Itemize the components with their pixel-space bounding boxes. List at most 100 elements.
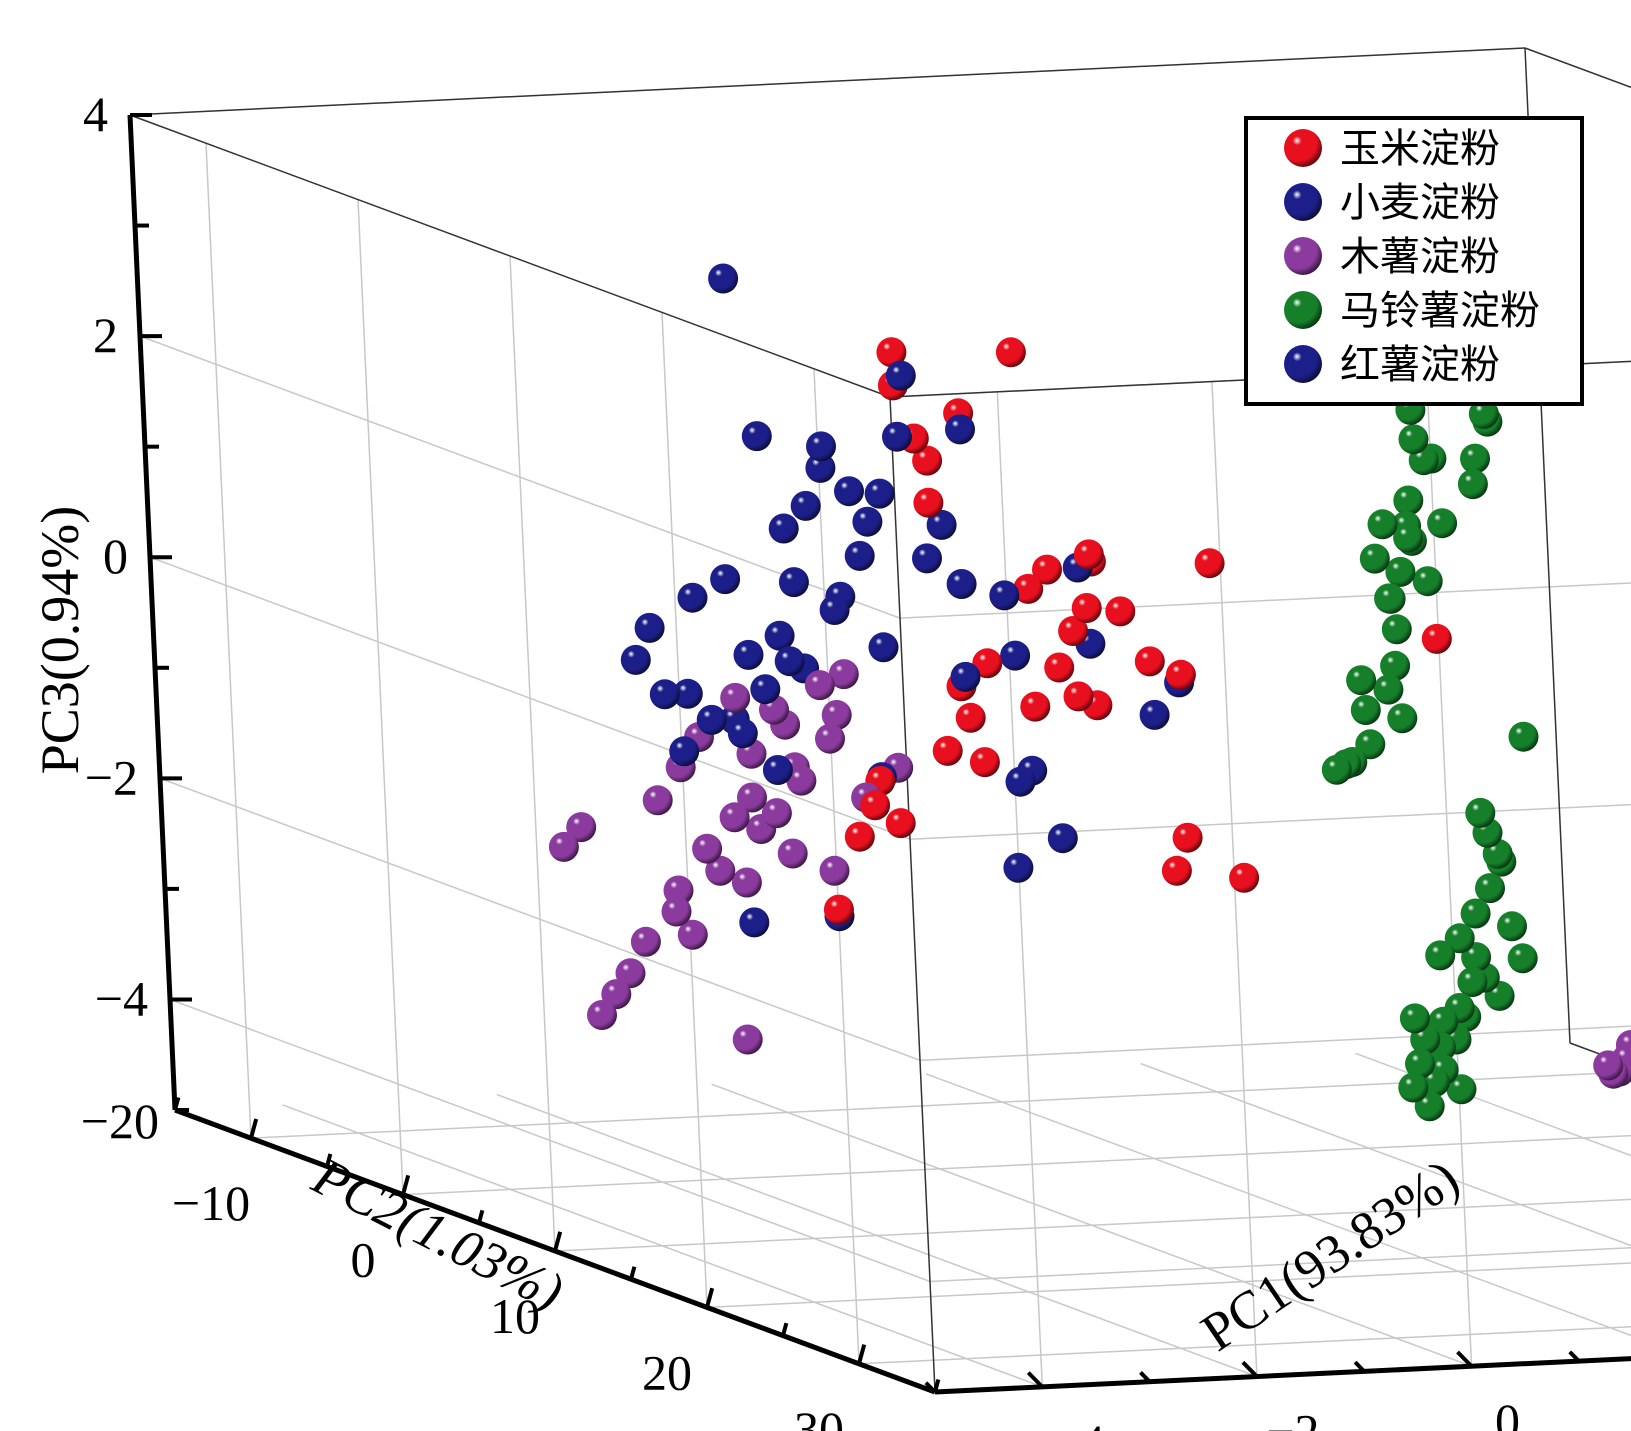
data-point-series-0: [1073, 539, 1104, 570]
box-edge: [129, 47, 1526, 116]
data-point-series-3: [1350, 695, 1381, 725]
data-point-series-1: [852, 506, 883, 537]
data-point-series-1: [946, 569, 977, 599]
data-point-series-1: [950, 661, 981, 692]
data-point-series-0: [1165, 659, 1196, 690]
data-point-series-3: [1460, 443, 1490, 474]
data-point-series-3: [1393, 522, 1424, 553]
data-point-series-3: [1375, 583, 1406, 614]
data-point-series-2: [1593, 1050, 1624, 1081]
data-point-series-3: [1446, 1074, 1477, 1105]
y-major-tick: [553, 1231, 563, 1252]
data-point-series-3: [1385, 556, 1416, 587]
x-major-tick: [1241, 1360, 1259, 1378]
data-point-series-0: [1058, 616, 1089, 646]
data-point-series-2: [731, 867, 762, 898]
data-point-series-4: [710, 564, 741, 595]
data-point-series-1: [1000, 640, 1031, 671]
data-point-series-3: [1475, 873, 1505, 904]
data-point-series-3: [1507, 943, 1538, 974]
grid-line: [402, 1134, 1631, 1196]
data-point-series-4: [620, 644, 651, 675]
data-point-series-4: [774, 646, 805, 677]
data-point-series-0: [844, 821, 875, 852]
y-minor-tick: [173, 1096, 181, 1111]
data-point-series-2: [821, 700, 852, 730]
data-point-series-0: [823, 894, 854, 925]
grid-line: [357, 199, 404, 1195]
data-point-series-0: [876, 337, 907, 368]
data-point-series-3: [1381, 614, 1412, 645]
data-point-series-1: [806, 431, 836, 462]
data-point-series-2: [566, 812, 597, 843]
data-point-series-3: [1457, 967, 1488, 997]
grid-line: [706, 1262, 1631, 1309]
data-point-series-2: [720, 682, 751, 713]
data-point-series-1: [912, 543, 942, 574]
data-point-series-1: [834, 476, 864, 507]
data-point-series-0: [995, 337, 1026, 368]
grid-line: [929, 1247, 1631, 1283]
data-point-series-1: [672, 678, 703, 709]
y-tick-label: 30: [794, 1401, 844, 1431]
z-axis-label: PC3(0.94%): [30, 506, 90, 775]
data-point-series-1: [926, 509, 957, 540]
grid-line: [139, 335, 901, 619]
data-point-series-1: [741, 421, 772, 452]
data-point-series-4: [669, 736, 700, 767]
data-point-series-4: [634, 612, 665, 643]
data-point-series-3: [1460, 898, 1491, 929]
legend-marker: [1284, 345, 1322, 383]
data-point-series-1: [778, 567, 809, 598]
y-axis-label: PC2(1.03%): [303, 1145, 573, 1322]
y-tick-label: −10: [172, 1175, 250, 1231]
grid-line: [149, 556, 911, 840]
data-point-series-2: [819, 855, 850, 886]
data-point-series-0: [1044, 652, 1075, 683]
data-point-series-1: [805, 452, 836, 483]
data-point-series-0: [969, 747, 1000, 778]
data-point-series-4: [649, 679, 680, 710]
data-point-series-3: [1497, 911, 1527, 942]
grid-line: [1425, 371, 1473, 1367]
data-point-series-1: [885, 360, 916, 391]
data-point-series-3: [1359, 543, 1390, 574]
x-axis-label: PC1(93.83%): [1191, 1148, 1470, 1363]
data-point-series-0: [1194, 548, 1225, 579]
data-point-series-2: [732, 1024, 763, 1055]
legend-label: 小麦淀粉: [1340, 180, 1500, 226]
data-point-series-2: [777, 838, 808, 869]
data-point-series-3: [1321, 754, 1352, 785]
grid-line: [554, 1198, 1631, 1252]
data-point-series-3: [1468, 398, 1499, 429]
x-minor-tick: [1568, 1350, 1581, 1363]
data-point-series-0: [913, 487, 944, 518]
x-minor-tick: [1353, 1360, 1366, 1373]
legend-label: 马铃薯淀粉: [1340, 288, 1540, 334]
data-point-series-2: [548, 831, 579, 862]
grid-floor: [250, 1042, 1631, 1388]
x-tick-label: 0: [1495, 1393, 1520, 1431]
legend-label: 木薯淀粉: [1340, 234, 1500, 280]
data-point-series-3: [1399, 1003, 1430, 1034]
data-point-series-2: [661, 896, 692, 927]
data-point-series-1: [1005, 766, 1036, 797]
data-point-series-3: [1398, 424, 1429, 455]
data-point-series-0: [1013, 573, 1044, 604]
data-point-series-2: [719, 802, 750, 833]
data-point-series-0: [1421, 623, 1452, 654]
data-point-series-2: [630, 926, 661, 957]
data-point-series-2: [804, 670, 835, 701]
data-point-series-0: [955, 702, 986, 733]
data-point-series-4: [762, 755, 793, 785]
grid-line: [858, 1325, 1631, 1365]
y-tick-label: 20: [642, 1344, 692, 1400]
data-point-series-1: [1003, 852, 1034, 883]
y-major-tick: [249, 1118, 259, 1139]
z-tick-label: 2: [93, 307, 118, 363]
data-point-series-3: [1373, 674, 1404, 705]
z-axis-line: [127, 114, 178, 1111]
legend-marker: [1284, 129, 1322, 167]
data-point-series-0: [1020, 691, 1051, 722]
